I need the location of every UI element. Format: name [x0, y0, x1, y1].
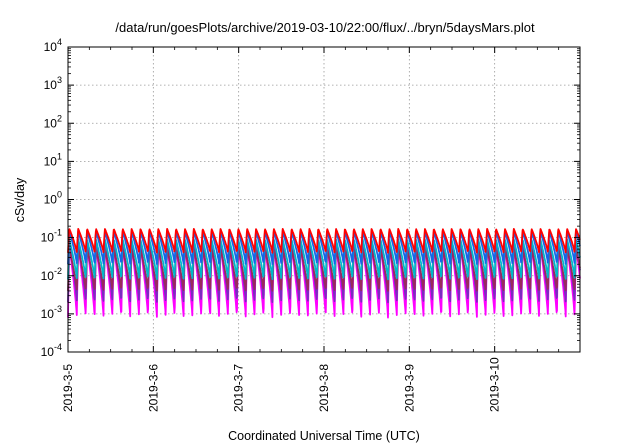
y-tick-labels: 10-4 10-3 10-2 10-1 100 101 102 103 104: [41, 37, 62, 359]
x-tick-label: 2019-3-9: [402, 364, 416, 412]
y-tick-label: 100: [44, 190, 62, 207]
y-tick-label: 10-4: [41, 342, 62, 359]
series-layer: [67, 228, 581, 319]
x-axis-label: Coordinated Universal Time (UTC): [228, 429, 420, 443]
y-tick-label: 10-3: [41, 304, 62, 321]
y-axis-label: cSv/day: [13, 177, 27, 222]
y-tick-label: 104: [44, 37, 62, 54]
series-line: [67, 248, 581, 292]
x-tick-labels: 2019-3-5 2019-3-6 2019-3-7 2019-3-8 2019-3-9…: [61, 357, 502, 412]
x-tick-label: 2019-3-6: [146, 364, 160, 412]
series-line: [67, 238, 581, 281]
y-tick-label: 10-1: [41, 228, 62, 245]
chart-title: /data/run/goesPlots/archive/2019-03-10/2…: [115, 20, 535, 35]
series-line: [67, 228, 581, 254]
x-tick-label: 2019-3-7: [232, 364, 246, 412]
x-tick-label: 2019-3-8: [317, 364, 331, 412]
y-tick-label: 101: [44, 151, 62, 168]
y-tick-label: 10-2: [41, 266, 62, 283]
ticks: [67, 46, 580, 353]
series-line: [67, 230, 581, 266]
y-tick-label: 103: [44, 75, 62, 92]
x-tick-label: 2019-3-5: [61, 364, 75, 412]
series-line: [67, 245, 581, 319]
y-tick-label: 102: [44, 113, 62, 130]
x-tick-label: 2019-3-10: [488, 357, 502, 412]
